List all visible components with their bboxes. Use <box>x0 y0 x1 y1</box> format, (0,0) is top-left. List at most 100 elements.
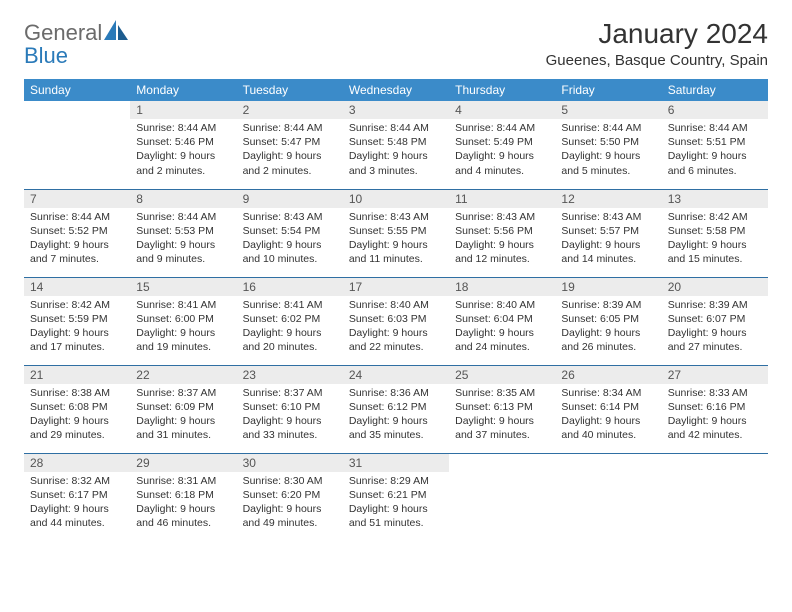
day-details: Sunrise: 8:40 AMSunset: 6:04 PMDaylight:… <box>449 296 555 361</box>
day-number: 9 <box>237 190 343 208</box>
day-details: Sunrise: 8:44 AMSunset: 5:47 PMDaylight:… <box>237 119 343 184</box>
day-line: Sunrise: 8:36 AM <box>349 386 443 400</box>
label: Daylight: <box>668 239 709 251</box>
value: 8:37 AM <box>284 387 323 399</box>
weekday-header: Sunday <box>24 79 130 101</box>
day-line: Sunset: 5:59 PM <box>30 312 124 326</box>
label: Daylight: <box>668 327 709 339</box>
label: Sunrise: <box>349 387 388 399</box>
calendar-week-row: 7Sunrise: 8:44 AMSunset: 5:52 PMDaylight… <box>24 189 768 277</box>
calendar-day-cell: 29Sunrise: 8:31 AMSunset: 6:18 PMDayligh… <box>130 453 236 541</box>
label: Sunrise: <box>243 475 282 487</box>
day-number: 17 <box>343 278 449 296</box>
calendar-empty-cell <box>555 453 661 541</box>
day-number: 31 <box>343 454 449 472</box>
value: 8:40 AM <box>390 299 429 311</box>
day-line: Sunrise: 8:30 AM <box>243 474 337 488</box>
logo-word1: General <box>24 20 102 45</box>
calendar-day-cell: 9Sunrise: 8:43 AMSunset: 5:54 PMDaylight… <box>237 189 343 277</box>
calendar-empty-cell <box>24 101 130 189</box>
value: 5:58 PM <box>706 225 745 237</box>
calendar-day-cell: 6Sunrise: 8:44 AMSunset: 5:51 PMDaylight… <box>662 101 768 189</box>
day-line: Daylight: 9 hours and 9 minutes. <box>136 238 230 266</box>
day-details: Sunrise: 8:30 AMSunset: 6:20 PMDaylight:… <box>237 472 343 537</box>
day-details: Sunrise: 8:43 AMSunset: 5:54 PMDaylight:… <box>237 208 343 273</box>
day-line: Daylight: 9 hours and 49 minutes. <box>243 502 337 530</box>
day-line: Sunrise: 8:32 AM <box>30 474 124 488</box>
day-line: Sunset: 5:51 PM <box>668 135 762 149</box>
calendar-week-row: 28Sunrise: 8:32 AMSunset: 6:17 PMDayligh… <box>24 453 768 541</box>
day-line: Sunrise: 8:31 AM <box>136 474 230 488</box>
calendar-day-cell: 8Sunrise: 8:44 AMSunset: 5:53 PMDaylight… <box>130 189 236 277</box>
day-number: 20 <box>662 278 768 296</box>
day-details: Sunrise: 8:37 AMSunset: 6:09 PMDaylight:… <box>130 384 236 449</box>
calendar-day-cell: 12Sunrise: 8:43 AMSunset: 5:57 PMDayligh… <box>555 189 661 277</box>
day-details: Sunrise: 8:41 AMSunset: 6:02 PMDaylight:… <box>237 296 343 361</box>
day-line: Sunset: 6:07 PM <box>668 312 762 326</box>
value: 8:43 AM <box>284 211 323 223</box>
label: Daylight: <box>243 415 284 427</box>
day-number: 26 <box>555 366 661 384</box>
label: Daylight: <box>30 503 71 515</box>
value: 5:49 PM <box>494 136 533 148</box>
calendar-day-cell: 14Sunrise: 8:42 AMSunset: 5:59 PMDayligh… <box>24 277 130 365</box>
day-line: Sunset: 5:52 PM <box>30 224 124 238</box>
value: 5:57 PM <box>600 225 639 237</box>
day-details: Sunrise: 8:43 AMSunset: 5:55 PMDaylight:… <box>343 208 449 273</box>
day-line: Daylight: 9 hours and 22 minutes. <box>349 326 443 354</box>
day-line: Sunset: 6:18 PM <box>136 488 230 502</box>
day-line: Daylight: 9 hours and 31 minutes. <box>136 414 230 442</box>
calendar-day-cell: 15Sunrise: 8:41 AMSunset: 6:00 PMDayligh… <box>130 277 236 365</box>
day-number: 25 <box>449 366 555 384</box>
day-details: Sunrise: 8:44 AMSunset: 5:49 PMDaylight:… <box>449 119 555 184</box>
calendar-week-row: 21Sunrise: 8:38 AMSunset: 6:08 PMDayligh… <box>24 365 768 453</box>
value: 5:48 PM <box>387 136 426 148</box>
day-line: Daylight: 9 hours and 37 minutes. <box>455 414 549 442</box>
day-line: Sunset: 5:57 PM <box>561 224 655 238</box>
day-line: Daylight: 9 hours and 3 minutes. <box>349 149 443 177</box>
location: Gueenes, Basque Country, Spain <box>546 52 768 69</box>
title-block: January 2024 Gueenes, Basque Country, Sp… <box>546 18 768 69</box>
day-line: Sunset: 5:53 PM <box>136 224 230 238</box>
value: 8:32 AM <box>71 475 110 487</box>
calendar-header-row: SundayMondayTuesdayWednesdayThursdayFrid… <box>24 79 768 101</box>
calendar-day-cell: 21Sunrise: 8:38 AMSunset: 6:08 PMDayligh… <box>24 365 130 453</box>
label: Sunset: <box>455 313 491 325</box>
day-line: Sunset: 6:20 PM <box>243 488 337 502</box>
day-line: Sunrise: 8:37 AM <box>243 386 337 400</box>
label: Sunrise: <box>136 211 175 223</box>
calendar-day-cell: 31Sunrise: 8:29 AMSunset: 6:21 PMDayligh… <box>343 453 449 541</box>
label: Daylight: <box>30 239 71 251</box>
day-details: Sunrise: 8:41 AMSunset: 6:00 PMDaylight:… <box>130 296 236 361</box>
day-number: 7 <box>24 190 130 208</box>
label: Sunset: <box>243 313 279 325</box>
label: Sunrise: <box>30 299 69 311</box>
calendar-day-cell: 17Sunrise: 8:40 AMSunset: 6:03 PMDayligh… <box>343 277 449 365</box>
day-line: Daylight: 9 hours and 14 minutes. <box>561 238 655 266</box>
day-details: Sunrise: 8:44 AMSunset: 5:52 PMDaylight:… <box>24 208 130 273</box>
label: Sunrise: <box>455 387 494 399</box>
day-details: Sunrise: 8:40 AMSunset: 6:03 PMDaylight:… <box>343 296 449 361</box>
value: 8:44 AM <box>497 122 536 134</box>
day-line: Sunrise: 8:43 AM <box>455 210 549 224</box>
day-line: Sunrise: 8:29 AM <box>349 474 443 488</box>
day-line: Sunrise: 8:39 AM <box>668 298 762 312</box>
day-number: 10 <box>343 190 449 208</box>
day-line: Sunset: 6:03 PM <box>349 312 443 326</box>
day-number: 3 <box>343 101 449 119</box>
day-number: 22 <box>130 366 236 384</box>
weekday-header: Monday <box>130 79 236 101</box>
header: General Blue January 2024 Gueenes, Basqu… <box>24 18 768 69</box>
day-number: 2 <box>237 101 343 119</box>
label: Sunrise: <box>136 299 175 311</box>
day-line: Sunrise: 8:42 AM <box>668 210 762 224</box>
value: 6:16 PM <box>706 401 745 413</box>
day-number: 23 <box>237 366 343 384</box>
day-line: Daylight: 9 hours and 29 minutes. <box>30 414 124 442</box>
weekday-header: Thursday <box>449 79 555 101</box>
day-line: Daylight: 9 hours and 4 minutes. <box>455 149 549 177</box>
logo: General Blue <box>24 18 130 68</box>
label: Daylight: <box>455 327 496 339</box>
day-line: Sunrise: 8:39 AM <box>561 298 655 312</box>
day-line: Daylight: 9 hours and 51 minutes. <box>349 502 443 530</box>
